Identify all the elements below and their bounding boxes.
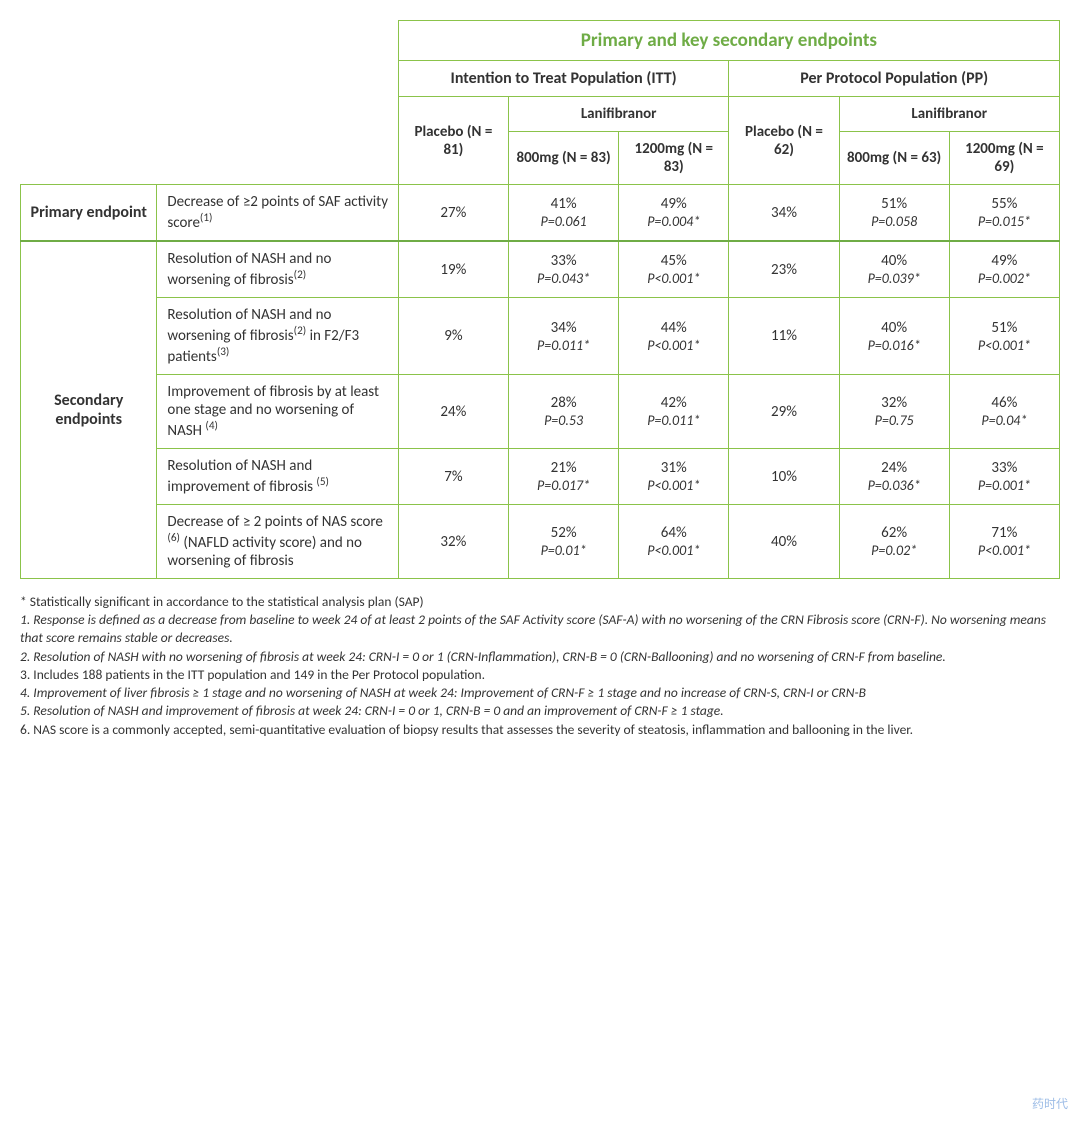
data-cell: 24% bbox=[398, 375, 508, 449]
data-cell: 52%P=0.01* bbox=[508, 505, 618, 579]
placebo-itt-header: Placebo (N = 81) bbox=[398, 97, 508, 185]
placebo-pp-header: Placebo (N = 62) bbox=[729, 97, 839, 185]
data-cell: 44%P<0.001* bbox=[619, 298, 729, 375]
data-cell: 23% bbox=[729, 241, 839, 298]
row-desc-3: Improvement of fibrosis by at least one … bbox=[157, 375, 398, 449]
lanifibranor-pp-header: Lanifibranor bbox=[839, 97, 1059, 132]
data-cell: 51%P<0.001* bbox=[949, 298, 1059, 375]
data-cell: 71%P<0.001* bbox=[949, 505, 1059, 579]
data-cell: 31%P<0.001* bbox=[619, 449, 729, 505]
data-cell: 33%P=0.043* bbox=[508, 241, 618, 298]
data-cell: 34%P=0.011* bbox=[508, 298, 618, 375]
data-cell: 19% bbox=[398, 241, 508, 298]
footnote-4: 4. Improvement of liver fibrosis ≥ 1 sta… bbox=[20, 684, 1060, 702]
row-desc-2: Resolution of NASH and no worsening of f… bbox=[157, 298, 398, 375]
data-cell: 10% bbox=[729, 449, 839, 505]
row-desc-1: Resolution of NASH and no worsening of f… bbox=[157, 241, 398, 298]
data-cell: 24%P=0.036* bbox=[839, 449, 949, 505]
data-cell: 51%P=0.058 bbox=[839, 185, 949, 242]
data-cell: 40% bbox=[729, 505, 839, 579]
data-cell: 46%P=0.04* bbox=[949, 375, 1059, 449]
row-desc-5: Decrease of ≥ 2 points of NAS score (6) … bbox=[157, 505, 398, 579]
data-cell: 29% bbox=[729, 375, 839, 449]
dose-800-itt: 800mg (N = 83) bbox=[508, 132, 618, 185]
population-pp: Per Protocol Population (PP) bbox=[729, 61, 1060, 97]
main-title: Primary and key secondary endpoints bbox=[398, 21, 1059, 61]
data-cell: 32%P=0.75 bbox=[839, 375, 949, 449]
data-cell: 42%P=0.011* bbox=[619, 375, 729, 449]
data-cell: 33%P=0.001* bbox=[949, 449, 1059, 505]
data-cell: 27% bbox=[398, 185, 508, 242]
lanifibranor-itt-header: Lanifibranor bbox=[508, 97, 728, 132]
footnotes: * Statistically significant in accordanc… bbox=[20, 593, 1060, 739]
row-desc-0: Decrease of ≥2 points of SAF activity sc… bbox=[157, 185, 398, 242]
data-cell: 40%P=0.039* bbox=[839, 241, 949, 298]
footnote-6: 6. NAS score is a commonly accepted, sem… bbox=[20, 721, 1060, 739]
dose-1200-itt: 1200mg (N = 83) bbox=[619, 132, 729, 185]
dose-800-pp: 800mg (N = 63) bbox=[839, 132, 949, 185]
data-cell: 11% bbox=[729, 298, 839, 375]
footnote-star: * Statistically significant in accordanc… bbox=[20, 593, 1060, 611]
data-cell: 28%P=0.53 bbox=[508, 375, 618, 449]
secondary-endpoints-label: Secondary endpoints bbox=[21, 241, 157, 579]
data-cell: 41%P=0.061 bbox=[508, 185, 618, 242]
dose-1200-pp: 1200mg (N = 69) bbox=[949, 132, 1059, 185]
data-cell: 21%P=0.017* bbox=[508, 449, 618, 505]
footnote-2: 2. Resolution of NASH with no worsening … bbox=[20, 648, 1060, 666]
population-itt: Intention to Treat Population (ITT) bbox=[398, 61, 729, 97]
data-cell: 32% bbox=[398, 505, 508, 579]
primary-endpoint-label: Primary endpoint bbox=[21, 185, 157, 242]
endpoints-table: Primary and key secondary endpoints Inte… bbox=[20, 20, 1060, 579]
watermark: 药时代 bbox=[1032, 1095, 1068, 1112]
data-cell: 34% bbox=[729, 185, 839, 242]
data-cell: 49%P=0.002* bbox=[949, 241, 1059, 298]
footnote-3: 3. Includes 188 patients in the ITT popu… bbox=[20, 666, 1060, 684]
data-cell: 49%P=0.004* bbox=[619, 185, 729, 242]
data-cell: 55%P=0.015* bbox=[949, 185, 1059, 242]
data-cell: 64%P<0.001* bbox=[619, 505, 729, 579]
footnote-1: 1. Response is defined as a decrease fro… bbox=[20, 611, 1060, 647]
data-cell: 62%P=0.02* bbox=[839, 505, 949, 579]
data-cell: 45%P<0.001* bbox=[619, 241, 729, 298]
row-desc-4: Resolution of NASH and improvement of fi… bbox=[157, 449, 398, 505]
data-cell: 40%P=0.016* bbox=[839, 298, 949, 375]
footnote-5: 5. Resolution of NASH and improvement of… bbox=[20, 702, 1060, 720]
data-cell: 9% bbox=[398, 298, 508, 375]
data-cell: 7% bbox=[398, 449, 508, 505]
